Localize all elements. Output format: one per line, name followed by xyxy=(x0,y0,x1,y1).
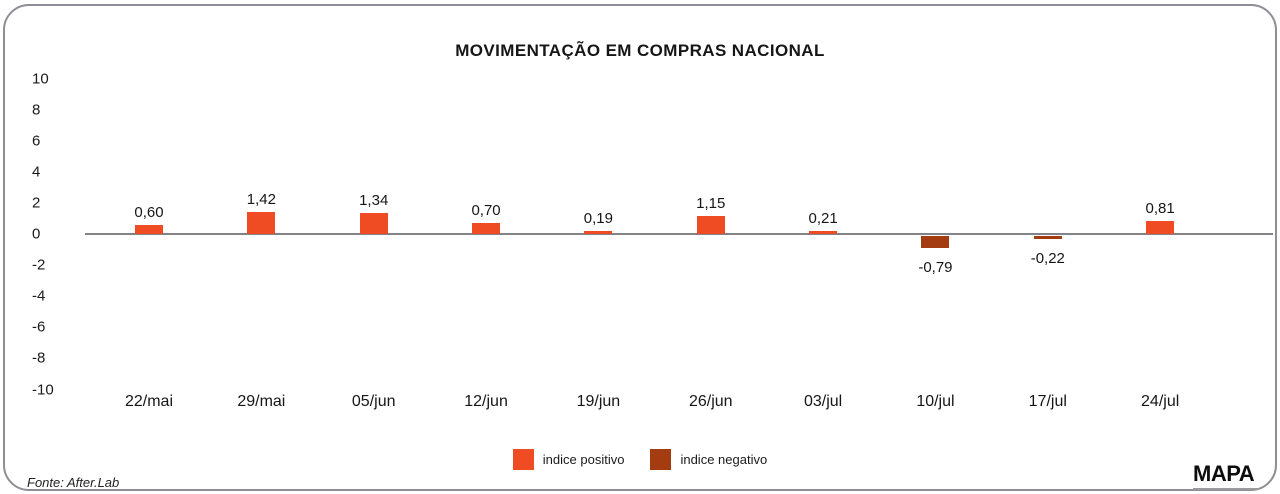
bar-value-label: 0,21 xyxy=(808,209,838,227)
source-note: Fonte: After.Lab xyxy=(27,475,120,490)
x-axis-label: 10/jul xyxy=(916,393,955,410)
bar xyxy=(584,231,613,234)
positive-swatch-icon xyxy=(512,449,534,470)
bar-value-label: 1,42 xyxy=(246,190,276,208)
y-axis-tick: -2 xyxy=(32,256,46,274)
brand-logo-text: MAPA xyxy=(1193,461,1255,486)
bar xyxy=(921,236,950,249)
bar xyxy=(809,230,838,234)
legend-label-negative: indice negativo xyxy=(680,452,768,467)
bar xyxy=(1146,221,1175,234)
y-axis-tick: -8 xyxy=(32,349,46,367)
x-axis-label: 29/mai xyxy=(237,393,286,410)
bar xyxy=(359,213,388,234)
bar-value-label: 1,34 xyxy=(359,192,389,210)
bar-value-label: 0,19 xyxy=(583,210,613,228)
y-axis-tick: 8 xyxy=(32,101,41,119)
bar-value-label: 0,81 xyxy=(1145,200,1175,218)
bar-value-label: 0,60 xyxy=(134,203,164,221)
x-axis-label: 22/mai xyxy=(124,393,174,410)
x-axis-label: 19/jun xyxy=(576,393,621,410)
x-axis-label: 26/jun xyxy=(688,393,733,410)
plot-area: 10 8 6 4 2 0 -2 -4 -6 -8 -10 0,60 22/mai 1,42 29/mai 1,… xyxy=(5,6,1280,426)
legend-item-negative: indice negativo xyxy=(650,449,767,470)
zero-axis-line xyxy=(85,233,1273,235)
y-axis-tick: 6 xyxy=(32,132,41,150)
brand-logo: MAPA xyxy=(1193,463,1259,490)
legend: indice positivo indice negativo xyxy=(5,449,1275,470)
negative-swatch-icon xyxy=(650,449,672,470)
y-axis-tick: 0 xyxy=(32,225,41,243)
y-axis-tick: 2 xyxy=(32,194,41,212)
x-axis-label: 03/jul xyxy=(803,393,843,410)
legend-item-positive: indice positivo xyxy=(512,449,625,470)
x-axis-label: 05/jun xyxy=(351,393,396,410)
bar xyxy=(135,224,163,234)
x-axis-label: 24/jul xyxy=(1141,393,1180,410)
y-axis-tick: -4 xyxy=(32,287,46,305)
brand-tagline xyxy=(1193,488,1259,490)
x-axis-label: 17/jul xyxy=(1028,393,1067,410)
bar-value-label: 0,70 xyxy=(471,202,501,220)
y-axis-tick: -6 xyxy=(32,318,46,336)
bar xyxy=(1033,236,1062,240)
legend-label-positive: indice positivo xyxy=(542,452,625,467)
bar-value-label: -0,22 xyxy=(1030,250,1065,268)
y-axis-tick: -10 xyxy=(32,381,54,398)
y-axis-tick: 4 xyxy=(32,163,41,181)
bar-value-label: -0,79 xyxy=(918,259,953,277)
x-axis-label: 12/jun xyxy=(464,393,508,410)
bar xyxy=(247,211,276,234)
bar xyxy=(696,216,725,234)
chart-card: MOVIMENTAÇÃO EM COMPRAS NACIONAL 10 8 6 4 2 0… xyxy=(3,4,1277,491)
chart-title: MOVIMENTAÇÃO EM COMPRAS NACIONAL xyxy=(455,41,825,60)
bar-value-label: 1,15 xyxy=(696,195,726,213)
bar xyxy=(472,223,501,234)
y-axis-tick: 10 xyxy=(32,70,49,87)
